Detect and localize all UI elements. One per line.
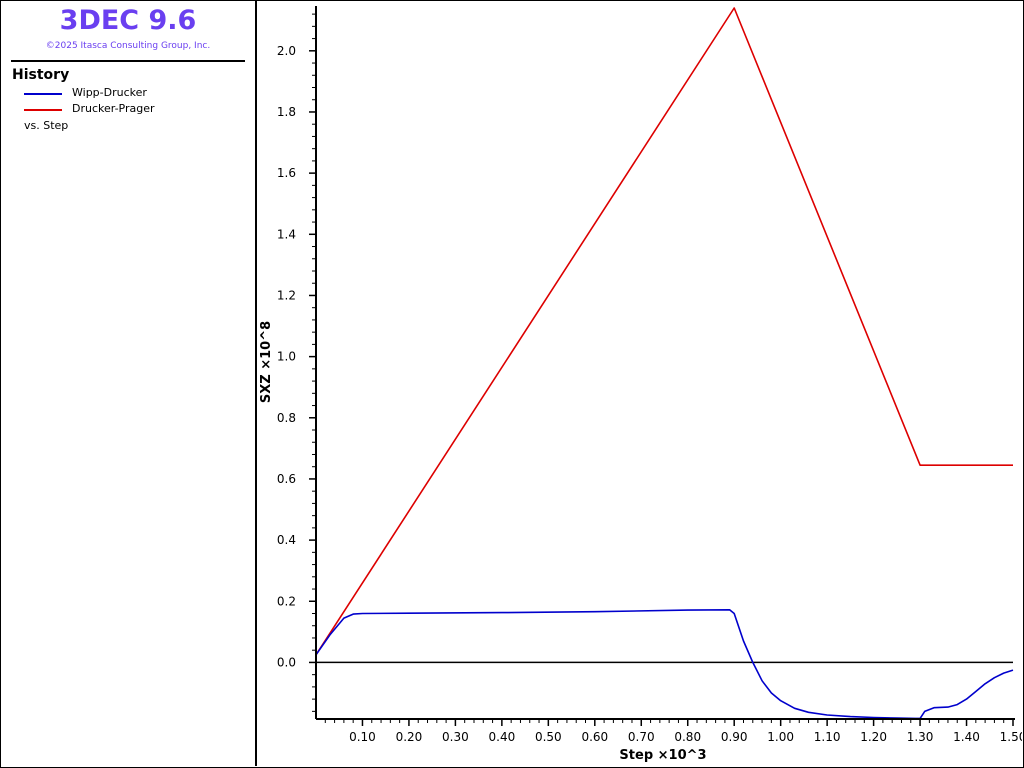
chart-series [315,7,1014,720]
history-chart: 0.0 0.2 0.4 0.6 0.8 1.0 1.2 1.4 1.6 1.8 2.0 0.10 0.2… [259,6,1022,763]
x-tick-label: 0.30 [442,730,469,744]
legend-label-drucker-prager: Drucker-Prager [72,102,155,115]
y-tick-label: 1.8 [277,105,296,119]
legend-swatch-drucker-prager [24,109,62,111]
legend-divider [11,60,245,62]
x-tick-label: 1.50 [1000,730,1022,744]
legend-label-wipp-drucker: Wipp-Drucker [72,86,147,99]
x-tick-label: 0.90 [721,730,748,744]
y-tick-label: 1.2 [277,288,296,302]
y-axis-label: SXZ ×10^8 [259,321,274,403]
x-tick-label: 1.00 [767,730,794,744]
y-tick-label: 0.6 [277,472,296,486]
y-tick-label: 0.8 [277,411,296,425]
y-tick-label: 1.6 [277,166,296,180]
y-tick-label: 0.0 [277,655,296,669]
x-tick-label: 1.20 [860,730,887,744]
y-tick-label: 0.2 [277,594,296,608]
series-line-drucker-prager [315,7,1013,656]
y-tick-label: 0.4 [277,533,296,547]
x-tick-label: 0.70 [628,730,655,744]
x-tick-label: 0.50 [535,730,562,744]
chart-ticks: 0.0 0.2 0.4 0.6 0.8 1.0 1.2 1.4 1.6 1.8 2.0 0.10 0.2… [277,13,1022,744]
x-axis-label: Step ×10^3 [619,748,706,763]
x-tick-label: 1.10 [814,730,841,744]
x-tick-label: 0.40 [489,730,516,744]
x-tick-label: 1.30 [907,730,934,744]
chart-axes [315,6,1015,720]
legend-swatch-wipp-drucker [24,93,62,95]
series-line-wipp-drucker [315,608,1014,720]
legend-panel: 3DEC 9.6 ©2025 Itasca Consulting Group, … [1,1,257,766]
copyright-text: ©2025 Itasca Consulting Group, Inc. [45,41,211,51]
x-tick-label: 0.10 [349,730,376,744]
x-tick-label: 1.40 [953,730,980,744]
app-title: 3DEC 9.6 [59,5,197,36]
x-tick-label: 0.60 [581,730,608,744]
y-tick-label: 1.4 [277,227,296,241]
x-tick-label: 0.20 [396,730,423,744]
legend-vs-label: vs. Step [24,119,69,132]
x-tick-label: 0.80 [674,730,701,744]
y-tick-label: 1.0 [277,350,296,364]
y-tick-label: 2.0 [277,44,296,58]
legend-title: History [12,67,70,83]
